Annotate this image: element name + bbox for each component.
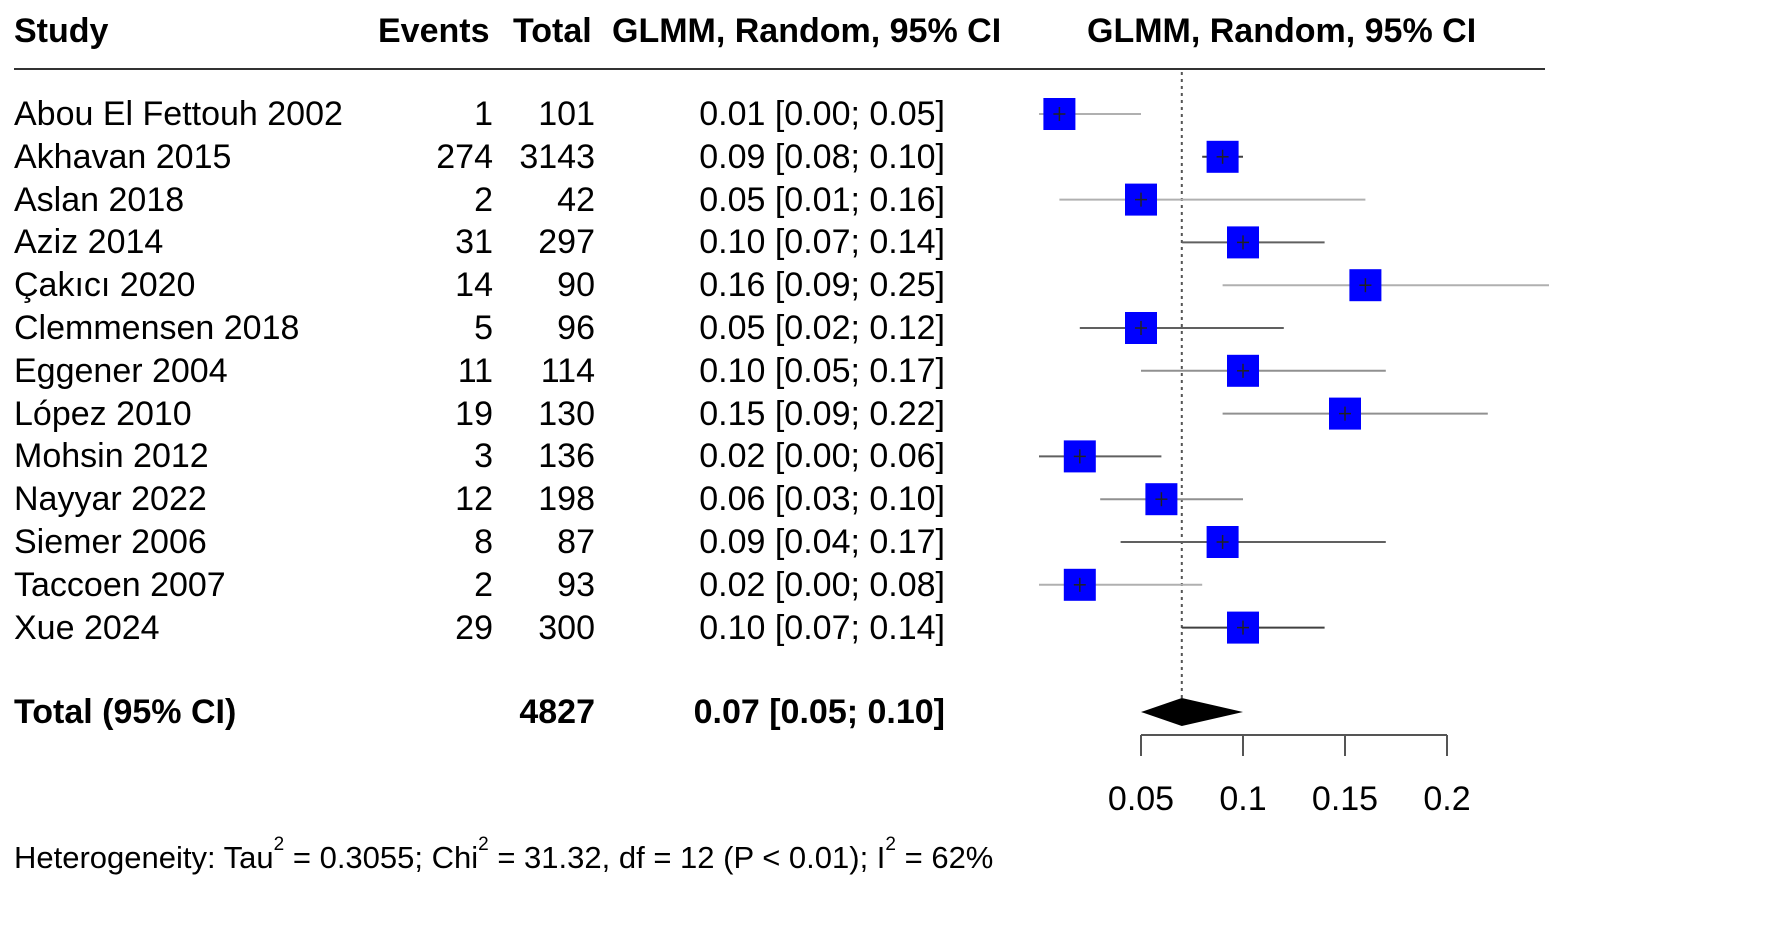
study-events: 3 bbox=[474, 437, 493, 476]
study-name: Eggener 2004 bbox=[14, 351, 228, 390]
study-total: 93 bbox=[557, 565, 595, 604]
study-ci-text: 0.01 [0.00; 0.05] bbox=[699, 95, 945, 133]
study-events: 2 bbox=[474, 565, 493, 604]
study-ci-text: 0.09 [0.04; 0.17] bbox=[699, 523, 945, 561]
study-name: Çakıcı 2020 bbox=[14, 266, 196, 305]
pooled-diamond bbox=[1141, 698, 1243, 726]
study-name: Taccoen 2007 bbox=[14, 565, 226, 604]
study-total: 300 bbox=[538, 608, 595, 647]
study-total: 3143 bbox=[519, 137, 595, 176]
header-total: Total bbox=[513, 12, 592, 50]
study-total: 90 bbox=[557, 266, 595, 305]
study-ci-text: 0.10 [0.05; 0.17] bbox=[699, 351, 945, 390]
study-events: 274 bbox=[436, 137, 493, 176]
study-events: 5 bbox=[474, 309, 493, 347]
header-events: Events bbox=[378, 12, 490, 50]
study-ci-text: 0.06 [0.03; 0.10] bbox=[699, 480, 945, 519]
study-name: Mohsin 2012 bbox=[14, 437, 209, 476]
study-ci-text: 0.10 [0.07; 0.14] bbox=[699, 608, 945, 647]
study-name: Clemmensen 2018 bbox=[14, 309, 300, 347]
het-sup-tau: 2 bbox=[273, 834, 285, 855]
x-tick-label: 0.1 bbox=[1219, 780, 1266, 818]
study-name: Aslan 2018 bbox=[14, 180, 185, 219]
heterogeneity-text: Heterogeneity: Tau2 = 0.3055; Chi2 = 31.… bbox=[14, 834, 994, 876]
study-events: 29 bbox=[455, 608, 493, 647]
study-total: 130 bbox=[538, 394, 595, 433]
study-events: 12 bbox=[455, 480, 493, 519]
x-tick-label: 0.2 bbox=[1423, 780, 1470, 818]
study-events: 19 bbox=[455, 394, 493, 433]
study-events: 31 bbox=[455, 223, 493, 262]
study-total: 96 bbox=[557, 309, 595, 347]
study-ci-text: 0.10 [0.07; 0.14] bbox=[699, 223, 945, 262]
study-total: 114 bbox=[540, 351, 595, 390]
study-ci-text: 0.15 [0.09; 0.22] bbox=[699, 394, 945, 433]
study-name: Siemer 2006 bbox=[14, 523, 207, 561]
study-total: 87 bbox=[557, 523, 595, 561]
study-name: López 2010 bbox=[14, 394, 192, 433]
het-tau2: = 0.3055; Chi bbox=[292, 840, 479, 875]
x-tick-label: 0.15 bbox=[1312, 780, 1378, 818]
het-chi2: = 31.32, df = 12 (P < 0.01); I bbox=[497, 840, 886, 875]
x-tick-label: 0.05 bbox=[1108, 780, 1174, 818]
study-ci-text: 0.16 [0.09; 0.25] bbox=[699, 266, 945, 305]
study-name: Xue 2024 bbox=[14, 608, 160, 647]
study-name: Abou El Fettouh 2002 bbox=[14, 95, 343, 133]
study-name: Aziz 2014 bbox=[14, 223, 164, 262]
study-ci-text: 0.02 [0.00; 0.06] bbox=[699, 437, 945, 476]
study-name: Akhavan 2015 bbox=[14, 137, 232, 176]
study-events: 2 bbox=[474, 180, 493, 219]
study-ci-text: 0.05 [0.01; 0.16] bbox=[699, 180, 945, 219]
study-total: 198 bbox=[538, 480, 595, 519]
study-events: 11 bbox=[457, 351, 493, 390]
study-events: 14 bbox=[455, 266, 493, 305]
total-count: 4827 bbox=[519, 693, 595, 731]
header-ci-text: GLMM, Random, 95% CI bbox=[612, 12, 1002, 50]
total-label: Total (95% CI) bbox=[14, 693, 237, 731]
study-ci-text: 0.09 [0.08; 0.10] bbox=[699, 137, 945, 176]
study-ci-text: 0.05 [0.02; 0.12] bbox=[699, 309, 945, 347]
total-ci-text: 0.07 [0.05; 0.10] bbox=[693, 693, 945, 731]
het-prefix: Heterogeneity: Tau bbox=[14, 840, 274, 875]
study-total: 297 bbox=[538, 223, 595, 262]
study-total: 42 bbox=[557, 180, 595, 219]
het-sup-chi: 2 bbox=[478, 834, 489, 855]
header-study: Study bbox=[14, 12, 109, 50]
study-name: Nayyar 2022 bbox=[14, 480, 207, 519]
het-i2: = 62% bbox=[904, 840, 994, 875]
study-events: 8 bbox=[474, 523, 493, 561]
study-total: 136 bbox=[538, 437, 595, 476]
het-sup-i: 2 bbox=[885, 834, 896, 855]
study-events: 1 bbox=[474, 95, 493, 133]
study-ci-text: 0.02 [0.00; 0.08] bbox=[699, 565, 945, 604]
header-ci-plot: GLMM, Random, 95% CI bbox=[1087, 12, 1477, 50]
study-total: 101 bbox=[538, 95, 595, 133]
